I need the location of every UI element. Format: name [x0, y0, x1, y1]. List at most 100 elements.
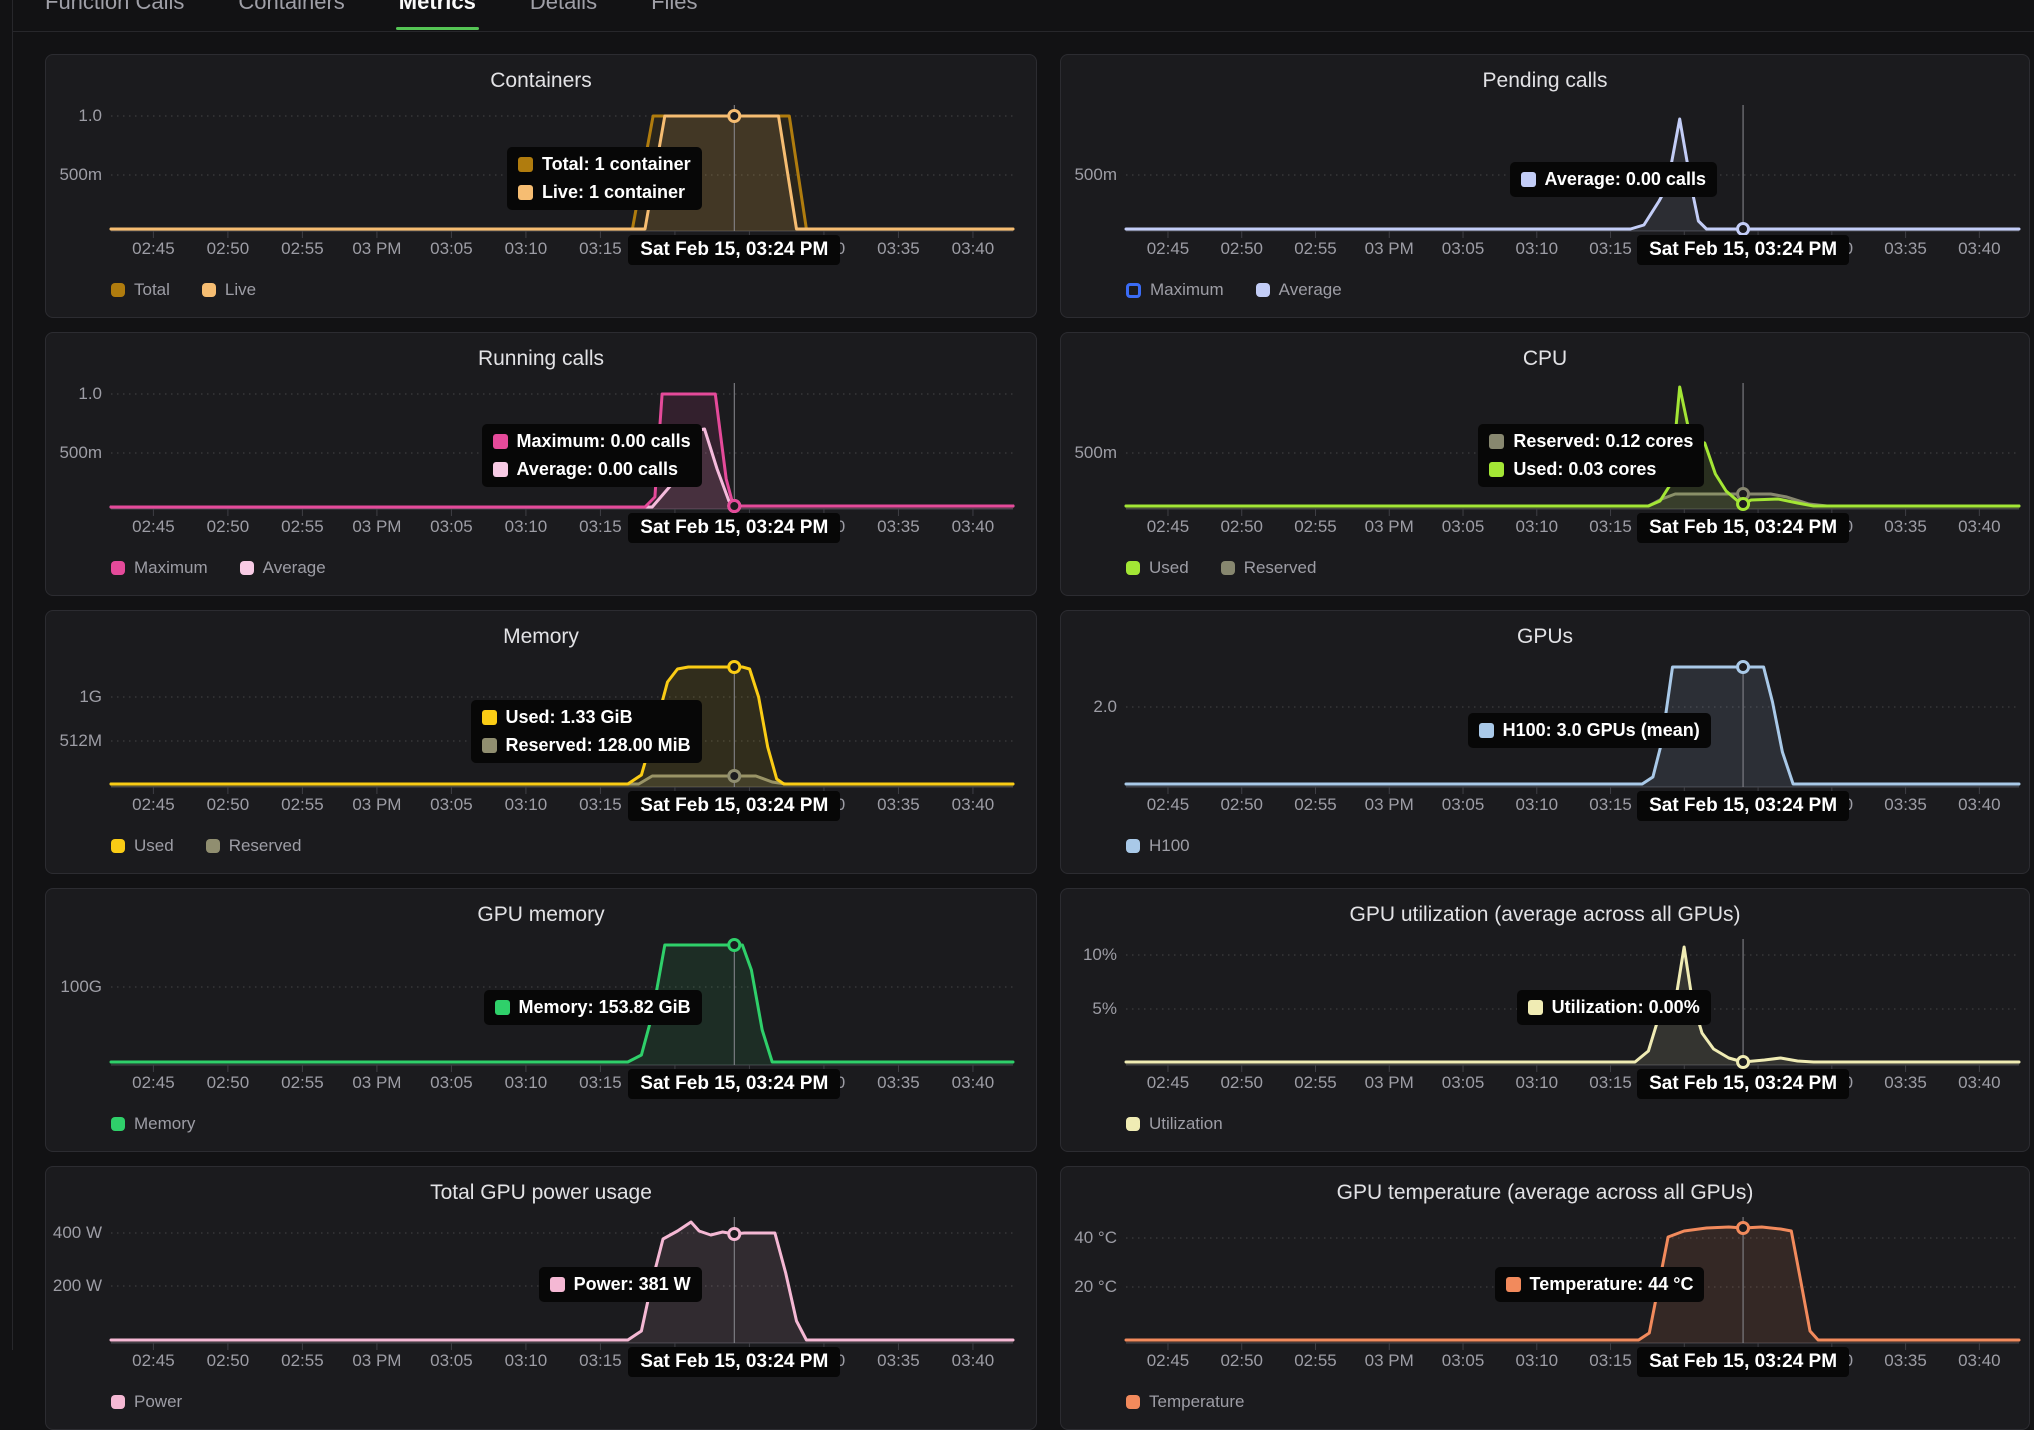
tooltip-row: H100: 3.0 GPUs (mean) — [1478, 720, 1700, 741]
legend-label: Used — [1149, 558, 1189, 577]
series-line-h100 — [1124, 665, 2021, 786]
legend-item-used[interactable]: Used — [111, 836, 174, 856]
x-axis-label: 02:45 — [132, 795, 175, 814]
tooltip-row: Average: 0.00 calls — [492, 459, 691, 480]
legend-item-used[interactable]: Used — [1126, 558, 1189, 578]
series-tooltip: Average: 0.00 calls — [1509, 162, 1717, 197]
tooltip-swatch — [1489, 462, 1505, 477]
y-axis-label: 20 °C — [1074, 1277, 1117, 1296]
tab-details[interactable]: Details — [529, 0, 598, 14]
tab-files[interactable]: Files — [651, 0, 698, 14]
legend-item-power[interactable]: Power — [111, 1392, 182, 1412]
tab-metrics[interactable]: Metrics — [395, 0, 479, 30]
chart-plot-gpu-utilization[interactable] — [1124, 925, 2021, 1073]
x-axis-label: 03:40 — [1958, 239, 2001, 258]
chart-title-running-calls: Running calls — [477, 347, 605, 370]
chart-legend: Temperature — [1126, 1392, 1244, 1412]
legend-item-average[interactable]: Average — [1255, 280, 1342, 300]
x-axis-label: 03:35 — [877, 517, 920, 536]
legend-label: Live — [224, 280, 257, 299]
chart-legend: H100 — [1126, 836, 1190, 856]
legend-item-maximum[interactable]: Maximum — [1126, 280, 1224, 300]
x-axis-label: 02:45 — [1146, 795, 1190, 814]
tooltip-value: Total: 1 container — [541, 154, 691, 174]
chart-plot-gpu-temperature[interactable] — [1124, 1203, 2021, 1351]
chart-panel-gpu-temperature: GPU temperature (average across all GPUs… — [1060, 1166, 2030, 1430]
x-axis-label: 03:15 — [579, 517, 622, 536]
cursor-date-tooltip: Sat Feb 15, 03:24 PM — [628, 791, 841, 821]
series-tooltip: Used: 1.33 GiB Reserved: 128.00 MiB — [470, 700, 702, 763]
tooltip-row: Reserved: 0.12 cores — [1489, 431, 1693, 452]
legend-label: Maximum — [1150, 280, 1224, 299]
y-axis-label: 400 W — [52, 1223, 102, 1242]
tooltip-swatch — [492, 462, 508, 477]
cursor-marker — [1736, 1055, 1751, 1069]
x-axis-label: 03:40 — [1958, 517, 2001, 536]
tooltip-swatch — [494, 1000, 510, 1015]
legend-item-maximum[interactable]: Maximum — [111, 558, 208, 578]
legend-swatch — [1126, 561, 1140, 575]
x-axis-label: 03:35 — [1884, 239, 1927, 258]
tab-containers[interactable]: Containers — [238, 0, 345, 14]
legend-item-memory[interactable]: Memory — [111, 1114, 195, 1134]
chart-legend: Memory — [111, 1114, 195, 1134]
chart-plot-gpus[interactable] — [1124, 647, 2021, 795]
x-axis-label: 03:05 — [430, 239, 473, 258]
legend-label: Memory — [134, 1114, 196, 1133]
series-area-total — [111, 116, 1013, 231]
chart-title-gpu-power: Total GPU power usage — [430, 1181, 652, 1204]
legend-swatch — [111, 839, 125, 853]
chart-panel-pending-calls: Pending calls 500m 02:45 02:50 02:55 03 PM 03:… — [1060, 54, 2030, 318]
chart-panel-gpu-power: Total GPU power usage 400 W 200 W 02:45 02:5… — [45, 1166, 1037, 1430]
legend-item-h100[interactable]: H100 — [1126, 836, 1190, 856]
cursor-marker — [727, 1227, 742, 1241]
y-axis-label: 40 °C — [1074, 1228, 1117, 1247]
cursor-marker — [727, 938, 742, 952]
chart-plot-pending-calls[interactable] — [1124, 91, 2021, 239]
cursor-date-tooltip: Sat Feb 15, 03:24 PM — [1637, 1069, 1850, 1099]
tooltip-row: Average: 0.00 calls — [1520, 169, 1706, 190]
legend-item-live[interactable]: Live — [201, 280, 257, 300]
legend-item-average[interactable]: Average — [239, 558, 326, 578]
legend-swatch — [1126, 839, 1140, 853]
chart-title-containers: Containers — [490, 69, 592, 92]
chart-legend: Utilization — [1126, 1114, 1223, 1134]
series-line-memory — [109, 943, 1015, 1064]
chart-plot-cpu[interactable] — [1124, 369, 2021, 517]
series-tooltip: Utilization: 0.00% — [1516, 990, 1711, 1025]
series-line-reserved — [1124, 492, 2021, 508]
tooltip-swatch — [481, 738, 497, 753]
chart-plot-gpu-memory[interactable] — [109, 925, 1015, 1073]
legend-swatch — [1220, 561, 1235, 575]
metrics-dashboard: { "tab_bar": { "accent_color": "#55c555"… — [12, 0, 2034, 1430]
legend-label: Utilization — [1149, 1114, 1223, 1133]
chart-title-gpu-memory: GPU memory — [477, 903, 605, 926]
y-axis-label: 2.0 — [1093, 697, 1117, 716]
cursor-marker — [1736, 497, 1751, 511]
x-axis-label: 03:05 — [1441, 1073, 1485, 1092]
tooltip-swatch — [492, 434, 508, 449]
tooltip-value: Memory: 153.82 GiB — [518, 997, 691, 1017]
x-axis-label: 02:45 — [1146, 239, 1190, 258]
x-axis-label: 03:10 — [1515, 1351, 1559, 1370]
x-axis-label: 02:45 — [132, 1351, 175, 1370]
cursor-marker — [1736, 222, 1751, 236]
cursor-marker — [727, 109, 742, 123]
legend-item-total[interactable]: Total — [111, 280, 170, 300]
x-axis-label: 03 PM — [352, 517, 402, 536]
x-axis-label: 03:15 — [579, 1073, 622, 1092]
x-axis-label: 03:40 — [1958, 1073, 2001, 1092]
x-axis-label: 03:40 — [951, 795, 995, 814]
tab-function-calls[interactable]: Function Calls — [45, 0, 185, 14]
chart-plot-containers[interactable] — [109, 91, 1015, 239]
x-axis-label: 03:10 — [504, 795, 548, 814]
chart-plot-running-calls[interactable] — [109, 369, 1015, 517]
legend-item-reserved[interactable]: Reserved — [205, 836, 301, 856]
x-axis-label: 03:15 — [579, 1351, 622, 1370]
cursor-date-tooltip: Sat Feb 15, 03:24 PM — [628, 235, 841, 265]
tooltip-swatch — [1520, 172, 1536, 187]
x-axis-label: 03 PM — [352, 239, 402, 258]
legend-item-reserved[interactable]: Reserved — [1220, 558, 1316, 578]
legend-item-temperature[interactable]: Temperature — [1126, 1392, 1244, 1412]
legend-item-utilization[interactable]: Utilization — [1126, 1114, 1223, 1134]
